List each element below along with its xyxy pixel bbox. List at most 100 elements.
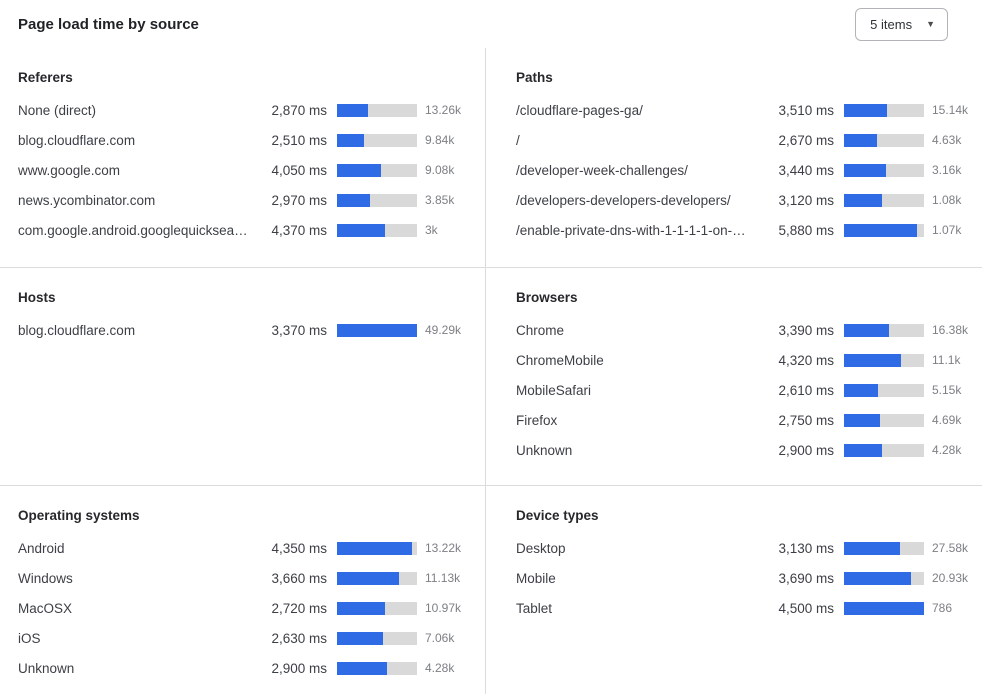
row-load-time: 2,870 ms — [271, 102, 327, 118]
row-label: Tablet — [516, 600, 553, 616]
row-count: 4.28k — [932, 443, 962, 457]
metric-row[interactable]: Unknown 2,900 ms 4.28k — [516, 435, 978, 465]
row-bar — [337, 103, 417, 117]
metric-row[interactable]: Desktop 3,130 ms 27.58k — [516, 533, 978, 563]
row-load-time: 3,130 ms — [778, 540, 834, 556]
row-bar-fill — [844, 541, 900, 555]
panel-browsers: Browsers Chrome 3,390 ms 16.38k ChromeMobil… — [486, 267, 982, 485]
row-count: 4.28k — [425, 661, 455, 675]
metric-row[interactable]: /cloudflare-pages-ga/3,510 ms 15.14k — [516, 95, 978, 125]
panel-title: Device types — [516, 508, 599, 523]
row-count: 20.93k — [932, 571, 969, 585]
row-bar — [337, 163, 417, 177]
row-bar-fill — [844, 103, 888, 117]
row-load-time: 2,970 ms — [271, 192, 327, 208]
metric-row[interactable]: / 2,670 ms 4.63k — [516, 125, 978, 155]
metric-row[interactable]: www.google.com 4,050 ms 9.08k — [18, 155, 471, 185]
row-load-time: 4,320 ms — [778, 352, 834, 368]
row-count: 11.13k — [425, 571, 461, 585]
row-bar — [844, 383, 924, 397]
metric-row[interactable]: Android 4,350 ms 13.22k — [18, 533, 471, 563]
panel-rows: blog.cloudflare.com 3,370 ms 49.29k — [18, 315, 471, 345]
row-bar-fill — [337, 541, 413, 555]
panel-title: Referers — [18, 70, 73, 85]
row-load-time: 2,670 ms — [778, 132, 834, 148]
row-count: 1.07k — [932, 223, 962, 237]
row-count: 3k — [425, 223, 438, 237]
row-bar — [337, 193, 417, 207]
metric-row[interactable]: Windows 3,660 ms 11.13k — [18, 563, 471, 593]
row-bar — [844, 541, 924, 555]
panel-rows: Android 4,350 ms 13.22k Windows 3,660 ms 11.1… — [18, 533, 471, 683]
row-count: 7.06k — [425, 631, 455, 645]
row-bar-fill — [337, 631, 383, 645]
row-bar — [844, 223, 924, 237]
row-load-time: 2,900 ms — [778, 442, 834, 458]
panel-operating-systems: Operating systems Android 4,350 ms 13.22k W… — [0, 485, 486, 694]
row-count: 15.14k — [932, 103, 969, 117]
metric-row[interactable]: blog.cloudflare.com 3,370 ms 49.29k — [18, 315, 471, 345]
metric-row[interactable]: /developers-developers-developers/3,120 … — [516, 185, 978, 215]
metric-row[interactable]: ChromeMobile 4,320 ms 11.1k — [516, 345, 978, 375]
metric-row[interactable]: com.google.android.googlequicksearc… 4,37… — [18, 215, 471, 245]
row-bar-fill — [337, 661, 388, 675]
metric-row[interactable]: Tablet 4,500 ms 786 — [516, 593, 978, 623]
metric-row[interactable]: /developer-week-challenges/3,440 ms 3.16k — [516, 155, 978, 185]
row-load-time: 3,390 ms — [778, 322, 834, 338]
row-count: 9.84k — [425, 133, 455, 147]
row-label: /developers-developers-developers/ — [516, 192, 731, 208]
row-label: www.google.com — [18, 162, 121, 178]
panel-paths: Paths /cloudflare-pages-ga/3,510 ms 15.14… — [486, 48, 982, 267]
row-load-time: 3,690 ms — [778, 570, 834, 586]
row-bar-fill — [337, 133, 365, 147]
items-count-value: 5 items — [870, 16, 913, 32]
row-bar-fill — [844, 133, 877, 147]
row-load-time: 4,050 ms — [271, 162, 327, 178]
row-bar-fill — [844, 223, 917, 237]
row-load-time: 3,660 ms — [271, 570, 327, 586]
row-label: None (direct) — [18, 102, 97, 118]
row-bar — [844, 193, 924, 207]
metric-row[interactable]: MobileSafari 2,610 ms 5.15k — [516, 375, 978, 405]
metric-row[interactable]: Chrome 3,390 ms 16.38k — [516, 315, 978, 345]
metric-row[interactable]: Firefox 2,750 ms 4.69k — [516, 405, 978, 435]
row-label: /enable-private-dns-with-1-1-1-1-on-… — [516, 222, 746, 238]
row-count: 13.22k — [425, 541, 462, 555]
metric-row[interactable]: Mobile 3,690 ms 20.93k — [516, 563, 978, 593]
row-bar — [337, 133, 417, 147]
row-load-time: 2,900 ms — [271, 660, 327, 676]
row-count: 27.58k — [932, 541, 969, 555]
row-bar — [337, 323, 417, 337]
row-bar-fill — [844, 193, 883, 207]
row-bar-fill — [337, 223, 385, 237]
row-load-time: 4,500 ms — [778, 600, 834, 616]
panel-rows: None (direct) 2,870 ms 13.26k blog.cloudfla… — [18, 95, 471, 245]
row-label: Unknown — [18, 660, 75, 676]
row-label: Chrome — [516, 322, 565, 338]
metric-row[interactable]: news.ycombinator.com 2,970 ms 3.85k — [18, 185, 471, 215]
metric-row[interactable]: Unknown 2,900 ms 4.28k — [18, 653, 471, 683]
row-bar-fill — [844, 413, 880, 427]
metric-row[interactable]: /enable-private-dns-with-1-1-1-1-on-… 5,8… — [516, 215, 978, 245]
items-count-select[interactable]: 5 items ▼ — [855, 7, 948, 41]
row-bar-fill — [337, 323, 417, 337]
row-bar-fill — [844, 323, 889, 337]
row-load-time: 2,750 ms — [778, 412, 834, 428]
row-label: /cloudflare-pages-ga/ — [516, 102, 643, 118]
panel-rows: Desktop 3,130 ms 27.58k Mobile 3,690 ms 20.93… — [516, 533, 978, 623]
row-count: 13.26k — [425, 103, 462, 117]
row-label: blog.cloudflare.com — [18, 132, 136, 148]
row-bar — [844, 601, 924, 615]
panel-rows: Chrome 3,390 ms 16.38k ChromeMobile 4,320 ms… — [516, 315, 978, 465]
metric-row[interactable]: blog.cloudflare.com 2,510 ms 9.84k — [18, 125, 471, 155]
row-bar-fill — [844, 353, 901, 367]
metric-row[interactable]: iOS 2,630 ms 7.06k — [18, 623, 471, 653]
metric-row[interactable]: MacOSX 2,720 ms 10.97k — [18, 593, 471, 623]
row-label: news.ycombinator.com — [18, 192, 156, 208]
panel-title: Paths — [516, 70, 553, 85]
metric-row[interactable]: None (direct) 2,870 ms 13.26k — [18, 95, 471, 125]
row-load-time: 4,370 ms — [271, 222, 327, 238]
row-label: Android — [18, 540, 65, 556]
row-bar — [337, 631, 417, 645]
row-load-time: 2,630 ms — [271, 630, 327, 646]
